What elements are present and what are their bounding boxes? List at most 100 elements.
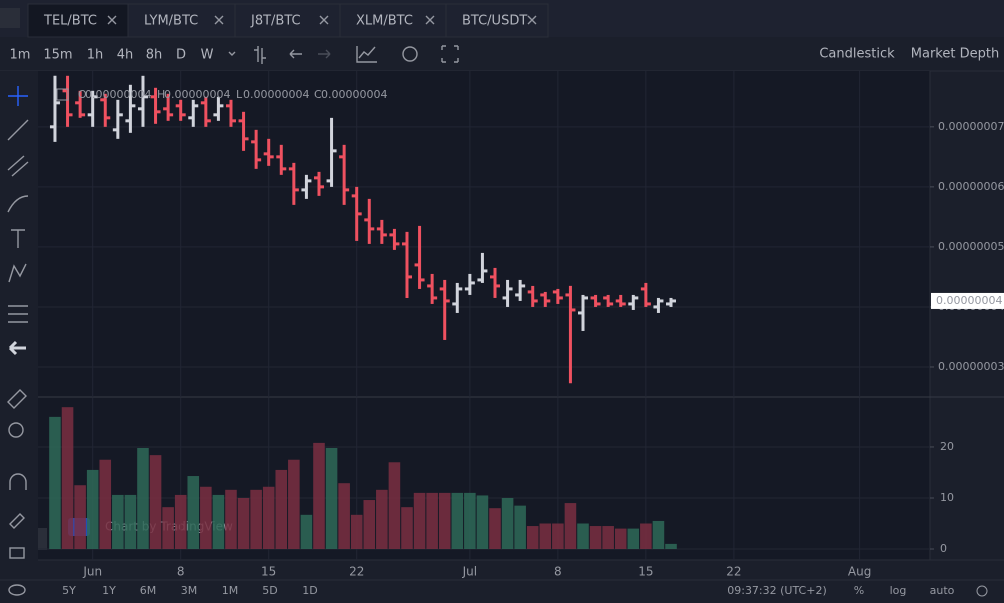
volume-bar xyxy=(300,514,313,549)
volume-bar xyxy=(589,526,602,549)
volume-bar xyxy=(426,492,438,549)
text-tool[interactable] xyxy=(11,229,25,248)
interval[interactable]: 1m xyxy=(10,48,31,63)
fib-tool[interactable] xyxy=(7,155,29,177)
volume-bar xyxy=(200,486,212,549)
brush-tool[interactable] xyxy=(7,195,29,213)
interval-dropdown[interactable] xyxy=(228,51,236,56)
lock-tool[interactable] xyxy=(9,547,25,559)
toolbar-icons xyxy=(228,45,459,64)
scale-option[interactable]: % xyxy=(854,584,864,597)
chart-type[interactable]: Market Depth xyxy=(911,47,999,62)
legend-key: O xyxy=(78,88,87,101)
tab-close[interactable] xyxy=(319,15,329,25)
tab-close[interactable] xyxy=(425,15,435,25)
volume-bar xyxy=(74,485,86,549)
scale-option[interactable]: log xyxy=(890,584,907,597)
volume-bar xyxy=(564,503,577,549)
volume-bar xyxy=(526,526,539,549)
volume-bar xyxy=(451,492,464,549)
volume-bar xyxy=(49,416,61,549)
interval[interactable]: 4h xyxy=(117,48,134,63)
x-tick-label: Aug xyxy=(848,565,871,579)
undo-icon[interactable] xyxy=(289,49,302,59)
volume-bar xyxy=(61,407,74,549)
volume-bar xyxy=(476,495,489,549)
crosshair-tool[interactable] xyxy=(8,86,28,106)
visibility-tool[interactable] xyxy=(8,584,26,596)
collapse-handle[interactable] xyxy=(38,528,47,550)
volume-bar xyxy=(262,486,275,549)
interval[interactable]: 1h xyxy=(87,48,104,63)
volume-bar xyxy=(124,494,137,549)
y-tick-label: 0.00000003 xyxy=(938,360,1004,373)
stay-drawing-tool[interactable] xyxy=(9,513,25,529)
magnet-tool[interactable] xyxy=(9,473,27,490)
tab[interactable] xyxy=(127,3,236,38)
volume-bar xyxy=(338,483,350,549)
interval[interactable]: 8h xyxy=(146,48,163,63)
legend-key: C xyxy=(314,88,322,101)
volume-bar xyxy=(539,523,552,549)
volume-bar xyxy=(225,489,237,549)
x-tick-label: 8 xyxy=(554,565,562,579)
pattern-tool[interactable] xyxy=(8,263,27,283)
volume-bar xyxy=(413,492,426,549)
interval[interactable]: D xyxy=(176,48,186,63)
volume-bar xyxy=(86,469,99,549)
tab-label: LYM/BTC xyxy=(144,14,198,29)
last-price-box xyxy=(931,292,1004,309)
chart-type[interactable]: Candlestick xyxy=(819,47,895,62)
tab[interactable] xyxy=(339,3,447,38)
volume-bar xyxy=(627,528,640,549)
volume-tick-label: 20 xyxy=(940,440,954,453)
volume-bar xyxy=(313,442,325,549)
settings-gear[interactable] xyxy=(976,585,988,597)
volume-bar xyxy=(652,520,665,549)
volume-bar xyxy=(489,508,501,549)
legend-key: H xyxy=(157,88,165,101)
measure-tool[interactable] xyxy=(7,389,27,409)
legend-icon[interactable] xyxy=(56,88,69,101)
range-button[interactable]: 3M xyxy=(181,584,198,597)
volume-bar xyxy=(149,455,162,549)
tab-label: TEL/BTC xyxy=(43,14,97,29)
indicator-icon[interactable] xyxy=(254,46,266,64)
volume-bar xyxy=(665,543,677,549)
chart-style-icon[interactable] xyxy=(356,46,377,63)
tab[interactable] xyxy=(234,3,341,38)
drawing-tools xyxy=(7,86,29,596)
tab-close[interactable] xyxy=(107,15,117,25)
zoom-tool[interactable] xyxy=(8,422,24,438)
volume-bar xyxy=(174,494,187,549)
tab-close[interactable] xyxy=(527,15,537,25)
interval[interactable]: W xyxy=(201,48,214,63)
interval[interactable]: 15m xyxy=(43,48,72,63)
range-button[interactable]: 1D xyxy=(302,584,317,597)
redo-icon[interactable] xyxy=(318,49,331,59)
range-button[interactable]: 1Y xyxy=(102,584,116,597)
volume-bar xyxy=(137,447,149,549)
scale-option[interactable]: auto xyxy=(930,584,955,597)
x-tick-label: Jul xyxy=(462,565,477,579)
menu-button[interactable] xyxy=(0,8,20,28)
hide-toolbar[interactable] xyxy=(8,340,26,356)
clock: 09:37:32 (UTC+2) xyxy=(727,584,827,597)
trend-line-tool[interactable] xyxy=(7,119,29,141)
tab-close[interactable] xyxy=(214,15,224,25)
fullscreen-icon[interactable] xyxy=(441,45,459,63)
x-tick-label: 22 xyxy=(726,565,741,579)
volume-bar xyxy=(438,492,451,549)
prediction-tool[interactable] xyxy=(8,305,28,323)
settings-icon[interactable] xyxy=(402,46,418,62)
tab-label: XLM/BTC xyxy=(356,14,413,29)
volume-tick-label: 10 xyxy=(940,491,954,504)
range-button[interactable]: 5Y xyxy=(62,584,76,597)
tab-label: BTC/USDT xyxy=(462,14,527,29)
legend-value: 0.00000004 xyxy=(321,88,387,101)
range-button[interactable]: 6M xyxy=(140,584,157,597)
volume-tick-label: 0 xyxy=(940,542,947,555)
volume-bar xyxy=(552,523,564,549)
range-button[interactable]: 5D xyxy=(262,584,277,597)
range-button[interactable]: 1M xyxy=(222,584,239,597)
